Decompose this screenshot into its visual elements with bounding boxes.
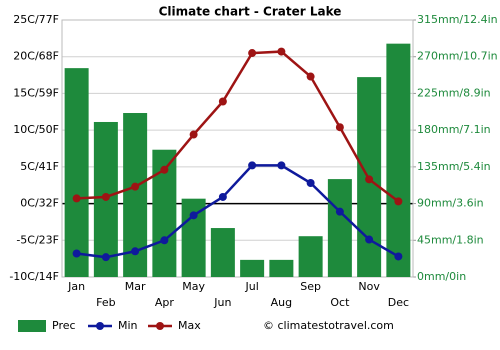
y-tick-label: 0C/32F [20,197,59,210]
y-tick-label: 20C/68F [13,50,59,63]
y-tick-label: -5C/23F [16,233,59,246]
y-tick-label: 5C/41F [20,160,59,173]
line [76,164,400,259]
x-tick-label: Apr [155,296,175,309]
point [394,252,403,261]
y-tick-label: -10C/14F [9,270,59,283]
x-tick-label: Oct [330,296,350,309]
y-tick-label: 10C/50F [13,123,59,136]
point [160,236,169,245]
bar [64,68,89,277]
x-tick-label: Dec [388,296,409,309]
x-tick-label: Nov [358,280,380,293]
y2-tick-label: 225mm/8.9in [417,86,491,99]
point [248,161,257,170]
legend-swatch [96,322,104,330]
x-tick-label: Sep [300,280,321,293]
point [160,165,169,174]
y-tick-label: 25C/77F [13,13,59,26]
source: © climatestotravel.com [263,319,394,332]
point [72,194,81,203]
y2-tick-label: 45mm/1.8in [417,233,484,246]
line [76,50,400,203]
chart-title: Climate chart - Crater Lake [159,5,342,19]
point [365,175,374,184]
y2-tick-label: 180mm/7.1in [417,123,491,136]
point [131,247,140,256]
point [335,123,344,132]
bar [327,179,352,277]
y2-tick-label: 135mm/5.4in [417,160,491,173]
y-tick-label: 15C/59F [13,86,59,99]
x-tick-label: Jul [244,280,258,293]
legend-label: Prec [52,319,76,332]
point [335,207,344,216]
point [189,130,198,139]
plot-frame [61,19,414,278]
point [189,211,198,220]
legend-swatch [18,320,46,332]
legend-label: Max [178,319,201,332]
y2-tick-label: 0mm/0in [417,270,466,283]
x-tick-label: Aug [271,296,292,309]
point [218,192,227,201]
legend-label: Min [118,319,138,332]
point [72,249,81,258]
point [277,161,286,170]
point [131,182,140,191]
x-tick-label: Jun [213,296,231,309]
x-tick-label: Jan [67,280,85,293]
bar [269,259,294,277]
y2-tick-label: 270mm/10.7in [417,50,498,63]
point [306,72,315,81]
point [306,179,315,188]
bar [386,43,411,278]
y2-tick-label: 315mm/12.4in [417,13,498,26]
bar [240,259,265,277]
legend-swatch [156,322,164,330]
point [101,253,110,262]
point [248,49,257,58]
point [277,47,286,56]
point [365,235,374,244]
bar [210,228,235,277]
x-tick-label: May [182,280,205,293]
point [101,192,110,201]
x-tick-label: Mar [125,280,146,293]
y2-tick-label: 90mm/3.6in [417,197,484,210]
bar [298,236,323,277]
point [218,97,227,106]
point [394,197,403,206]
x-tick-label: Feb [96,296,115,309]
